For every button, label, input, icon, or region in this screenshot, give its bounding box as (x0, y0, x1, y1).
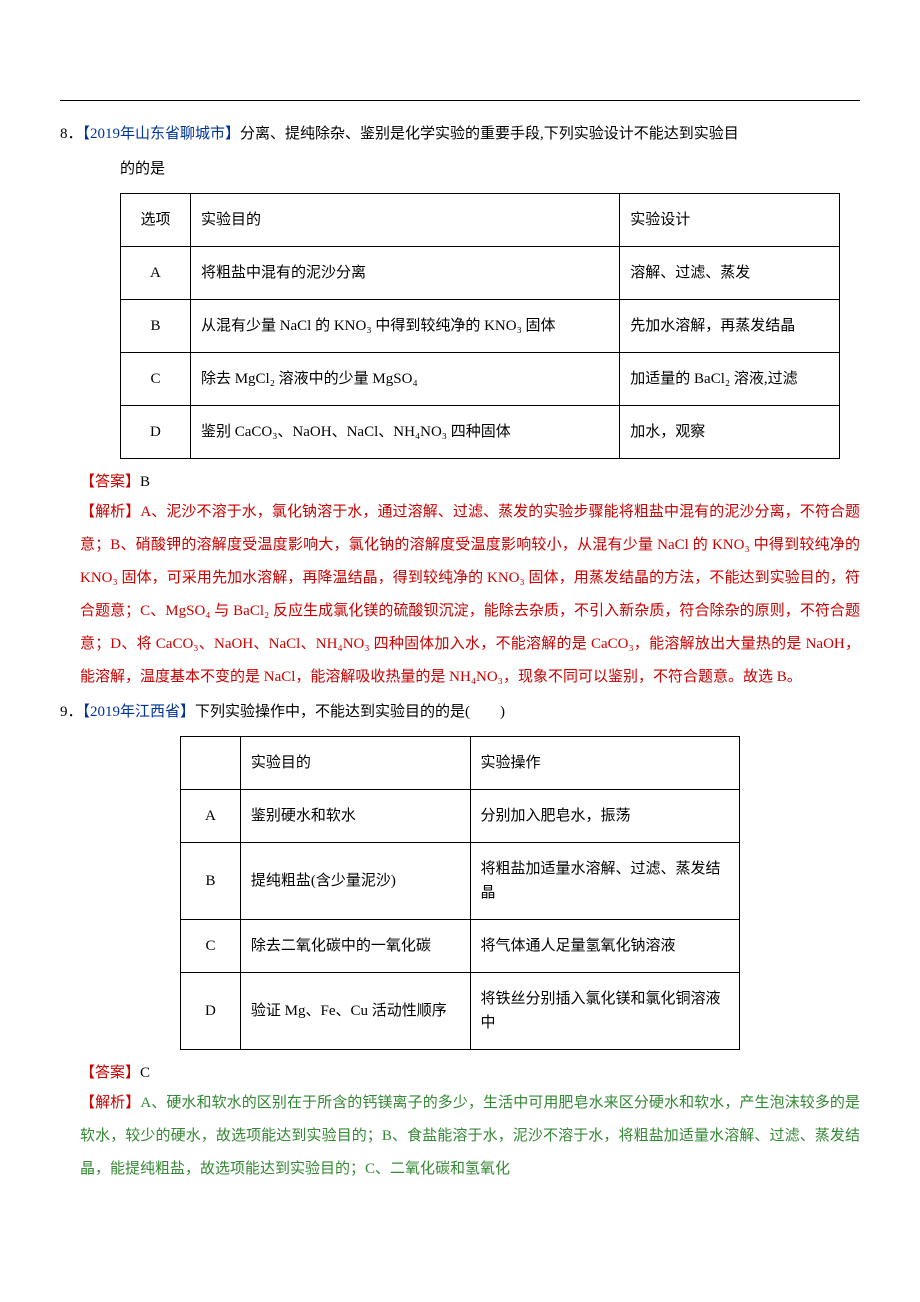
q8-c-purpose: 除去 MgCl₂ 溶液中的少量 MgSO₄ (190, 353, 619, 406)
table-row: D 验证 Mg、Fe、Cu 活动性顺序 将铁丝分别插入氯化镁和氯化铜溶液中 (181, 973, 740, 1050)
table-row: A 鉴别硬水和软水 分别加入肥皂水，振荡 (181, 790, 740, 843)
q8-b-design: 先加水溶解，再蒸发结晶 (620, 300, 840, 353)
q9-analysis-label: 【解析】 (80, 1095, 140, 1111)
q9-c-purpose: 除去二氧化碳中的一氧化碳 (240, 920, 470, 973)
q8-source: 【2019年山东省聊城市】 (83, 126, 241, 142)
q8-analysis: 【解析】A、泥沙不溶于水，氯化钠溶于水，通过溶解、过滤、蒸发的实验步骤能将粗盐中… (80, 496, 860, 694)
q8-th1: 选项 (121, 194, 191, 247)
q8-analysis-text: A、泥沙不溶于水，氯化钠溶于水，通过溶解、过滤、蒸发的实验步骤能将粗盐中混有的泥… (80, 504, 860, 685)
q9-answer-label: 【答案】 (80, 1065, 140, 1081)
q9-a-opt: A (181, 790, 241, 843)
q9-table: 实验目的 实验操作 A 鉴别硬水和软水 分别加入肥皂水，振荡 B 提纯粗盐(含少… (180, 736, 740, 1050)
q9-answer-value: C (140, 1065, 150, 1081)
q9-answer: 【答案】C (80, 1060, 860, 1087)
q8-b-purpose: 从混有少量 NaCl 的 KNO₃ 中得到较纯净的 KNO₃ 固体 (190, 300, 619, 353)
q9-intro: 下列实验操作中，不能达到实验目的的是( ) (195, 704, 505, 720)
q8-intro2: 的的是 (120, 156, 860, 183)
q8-th2: 实验目的 (190, 194, 619, 247)
table-row: C 除去 MgCl₂ 溶液中的少量 MgSO₄ 加适量的 BaCl₂ 溶液,过滤 (121, 353, 840, 406)
q9-b-opt: B (181, 843, 241, 920)
q9-a-op: 分别加入肥皂水，振荡 (470, 790, 740, 843)
q9-a-purpose: 鉴别硬水和软水 (240, 790, 470, 843)
table-header-row: 实验目的 实验操作 (181, 737, 740, 790)
q8-th3: 实验设计 (620, 194, 840, 247)
q9-d-op: 将铁丝分别插入氯化镁和氯化铜溶液中 (470, 973, 740, 1050)
top-divider (60, 100, 860, 101)
q9-d-purpose: 验证 Mg、Fe、Cu 活动性顺序 (240, 973, 470, 1050)
q8-d-purpose: 鉴别 CaCO₃、NaOH、NaCl、NH₄NO₃ 四种固体 (190, 406, 619, 459)
q8-answer: 【答案】B (80, 469, 860, 496)
q8-c-opt: C (121, 353, 191, 406)
table-row: D 鉴别 CaCO₃、NaOH、NaCl、NH₄NO₃ 四种固体 加水，观察 (121, 406, 840, 459)
q9-source: 【2019年江西省】 (83, 704, 196, 720)
q8-a-design: 溶解、过滤、蒸发 (620, 247, 840, 300)
q9-c-op: 将气体通人足量氢氧化钠溶液 (470, 920, 740, 973)
q9-th2: 实验目的 (240, 737, 470, 790)
q8-header: 8．【2019年山东省聊城市】分离、提纯除杂、鉴别是化学实验的重要手段,下列实验… (60, 121, 860, 148)
q9-b-purpose: 提纯粗盐(含少量泥沙) (240, 843, 470, 920)
q9-b-op: 将粗盐加适量水溶解、过滤、蒸发结晶 (470, 843, 740, 920)
q8-a-opt: A (121, 247, 191, 300)
q8-number: 8． (60, 126, 83, 142)
q8-d-opt: D (121, 406, 191, 459)
q9-header: 9．【2019年江西省】下列实验操作中，不能达到实验目的的是( ) (60, 699, 860, 726)
q9-number: 9． (60, 704, 83, 720)
table-row: C 除去二氧化碳中的一氧化碳 将气体通人足量氢氧化钠溶液 (181, 920, 740, 973)
q8-a-purpose: 将粗盐中混有的泥沙分离 (190, 247, 619, 300)
q8-analysis-label: 【解析】 (80, 504, 140, 520)
q9-analysis: 【解析】A、硬水和软水的区别在于所含的钙镁离子的多少，生活中可用肥皂水来区分硬水… (80, 1087, 860, 1186)
table-row: B 从混有少量 NaCl 的 KNO₃ 中得到较纯净的 KNO₃ 固体 先加水溶… (121, 300, 840, 353)
q9-d-opt: D (181, 973, 241, 1050)
q8-intro1: 分离、提纯除杂、鉴别是化学实验的重要手段,下列实验设计不能达到实验目 (240, 126, 739, 142)
q8-table: 选项 实验目的 实验设计 A 将粗盐中混有的泥沙分离 溶解、过滤、蒸发 B 从混… (120, 193, 840, 459)
q9-c-opt: C (181, 920, 241, 973)
q8-answer-label: 【答案】 (80, 474, 140, 490)
q9-analysis-text: A、硬水和软水的区别在于所含的钙镁离子的多少，生活中可用肥皂水来区分硬水和软水，… (80, 1095, 860, 1177)
q8-answer-value: B (140, 474, 150, 490)
q9-th1 (181, 737, 241, 790)
q8-c-design: 加适量的 BaCl₂ 溶液,过滤 (620, 353, 840, 406)
q8-d-design: 加水，观察 (620, 406, 840, 459)
q8-b-opt: B (121, 300, 191, 353)
table-row: A 将粗盐中混有的泥沙分离 溶解、过滤、蒸发 (121, 247, 840, 300)
table-row: B 提纯粗盐(含少量泥沙) 将粗盐加适量水溶解、过滤、蒸发结晶 (181, 843, 740, 920)
table-header-row: 选项 实验目的 实验设计 (121, 194, 840, 247)
q9-th3: 实验操作 (470, 737, 740, 790)
